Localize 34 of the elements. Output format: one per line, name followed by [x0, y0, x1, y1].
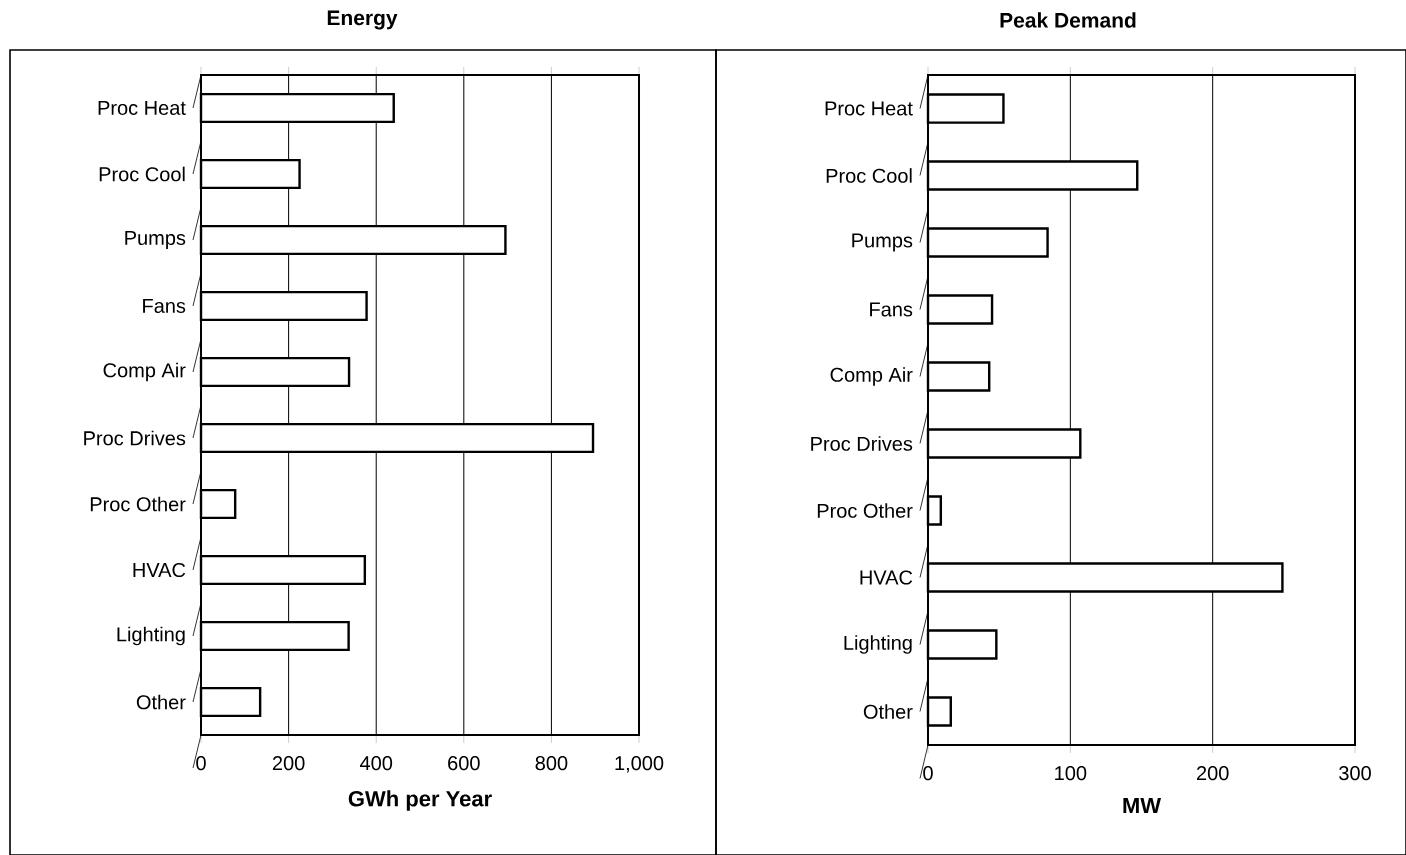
y-tick-label: Pumps	[125, 231, 186, 249]
chart-title: Peak Demand	[1000, 12, 1136, 28]
x-tick-label: 300	[1339, 766, 1371, 781]
x-tick-label: 600	[448, 756, 480, 771]
y-tick-label: Fans	[143, 299, 186, 313]
y-tick-label: Proc Drives	[84, 430, 186, 446]
x-tick-label: 200	[1196, 766, 1229, 781]
y-tick-label: Proc Cool	[826, 168, 912, 183]
y-tick-label: Comp Air	[103, 362, 186, 382]
y-tick-label: HVAC	[133, 562, 186, 578]
y-tick-label: Proc Cool	[99, 166, 185, 182]
y-tick-label: Proc Heat	[98, 101, 186, 115]
y-tick-label: Other	[863, 704, 913, 719]
x-tick-label: 400	[360, 756, 393, 771]
y-tick-label: Fans	[870, 302, 913, 317]
y-tick-label: Pumps	[852, 233, 913, 252]
y-tick-label: Other	[136, 694, 186, 710]
x-axis-title: MW	[1123, 797, 1162, 814]
chart-title: Energy	[327, 10, 398, 30]
y-tick-label: HVAC	[860, 570, 913, 585]
y-tick-label: Proc Other	[817, 503, 913, 518]
x-tick-label: 0	[196, 756, 206, 771]
x-tick-label: 200	[272, 756, 305, 771]
y-tick-label: Proc Other	[90, 496, 186, 512]
x-tick-label: 0	[923, 766, 933, 781]
x-axis-title: GWh per Year	[348, 790, 492, 811]
y-tick-label: Proc Heat	[825, 101, 913, 116]
x-tick-label: 800	[535, 756, 568, 771]
y-tick-label: Comp Air	[830, 367, 913, 386]
y-tick-label: Lighting	[844, 635, 912, 654]
y-tick-label: Lighting	[117, 626, 185, 646]
x-tick-label: 100	[1055, 766, 1087, 781]
y-tick-label: Proc Drives	[811, 436, 913, 451]
x-tick-label: 1,000	[615, 756, 664, 773]
